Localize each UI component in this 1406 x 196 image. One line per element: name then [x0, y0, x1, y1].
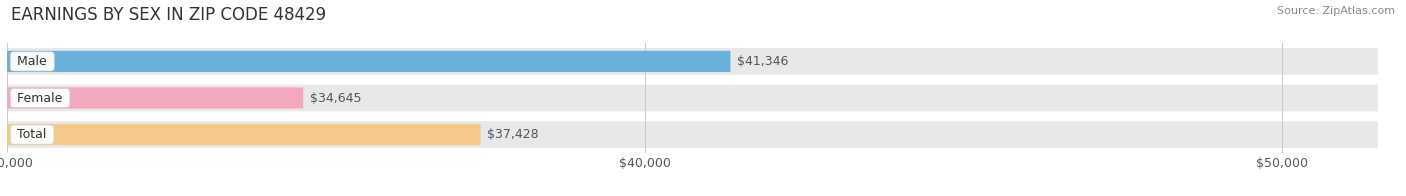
Text: Total: Total [14, 128, 51, 141]
FancyBboxPatch shape [7, 51, 731, 72]
Text: Female: Female [14, 92, 66, 104]
Text: $37,428: $37,428 [488, 128, 538, 141]
FancyBboxPatch shape [7, 121, 1378, 148]
FancyBboxPatch shape [7, 85, 1378, 111]
Text: $41,346: $41,346 [737, 55, 789, 68]
FancyBboxPatch shape [7, 48, 1378, 75]
Text: $34,645: $34,645 [311, 92, 361, 104]
FancyBboxPatch shape [7, 87, 304, 109]
Text: Source: ZipAtlas.com: Source: ZipAtlas.com [1277, 6, 1395, 16]
FancyBboxPatch shape [7, 124, 481, 145]
Text: EARNINGS BY SEX IN ZIP CODE 48429: EARNINGS BY SEX IN ZIP CODE 48429 [11, 6, 326, 24]
Text: Male: Male [14, 55, 51, 68]
